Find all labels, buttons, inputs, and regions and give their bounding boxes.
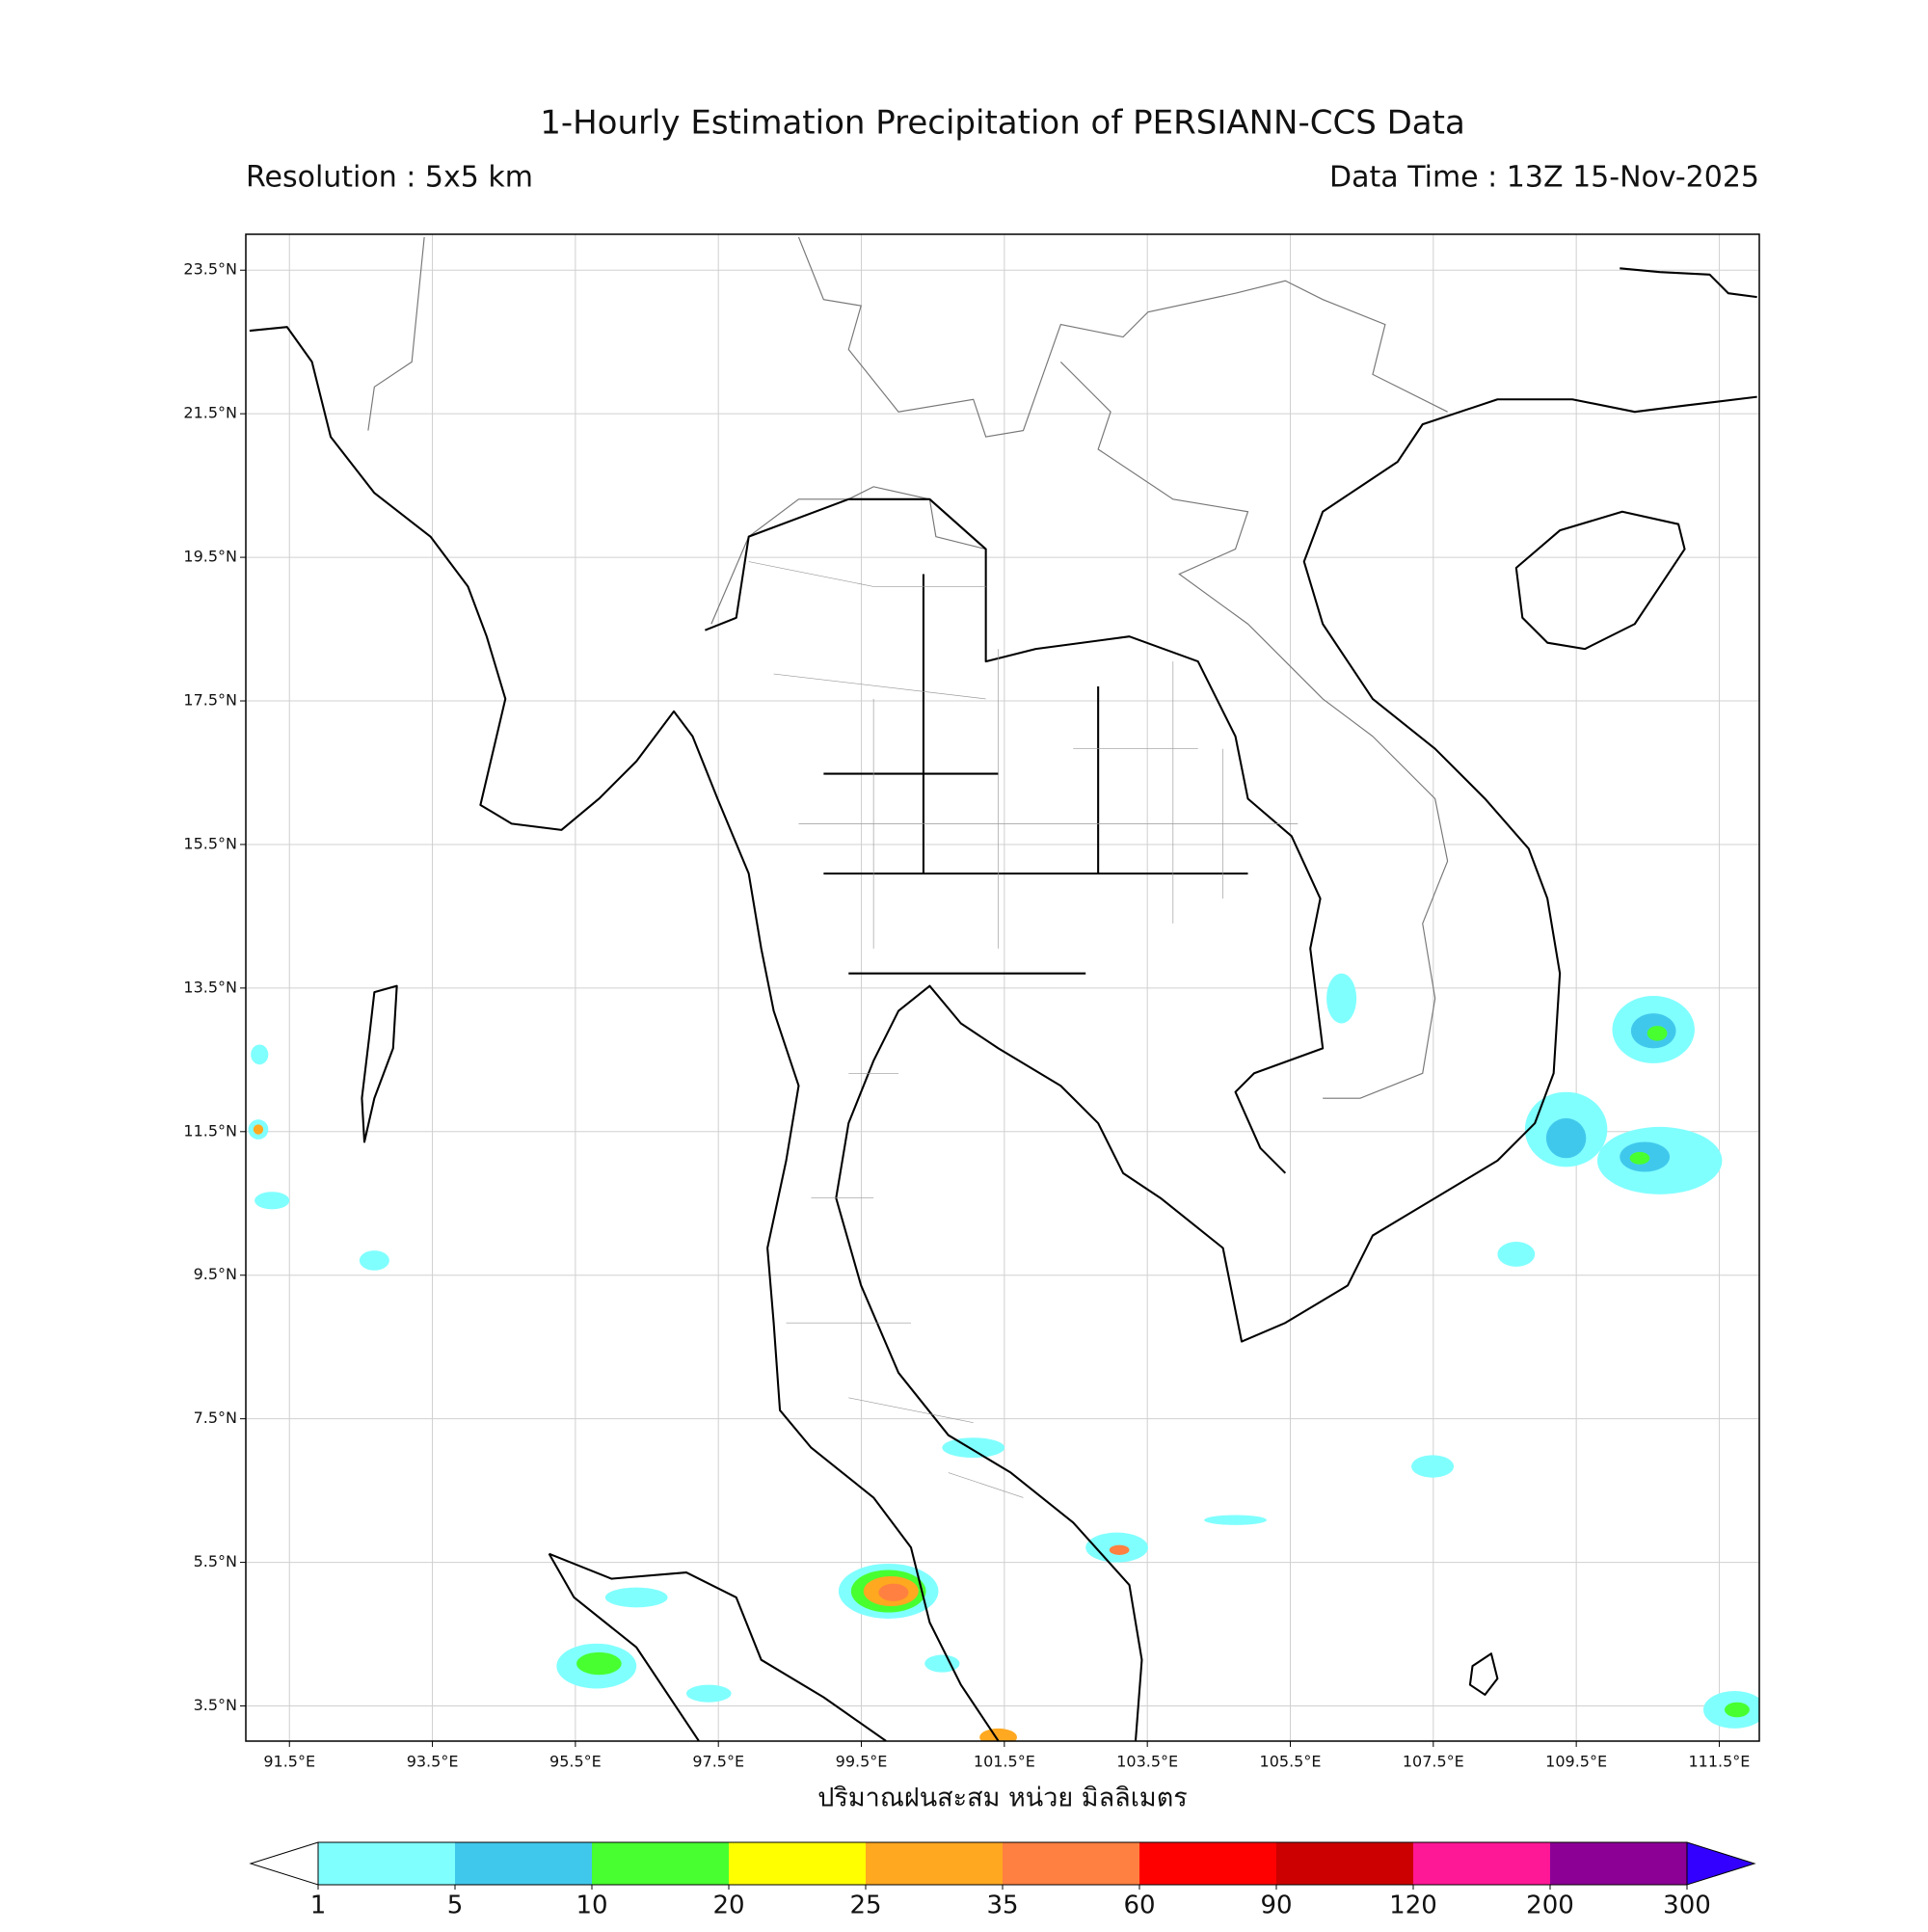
rain-area	[1326, 973, 1357, 1024]
rain-area	[251, 1044, 269, 1065]
map-layer	[248, 236, 1759, 1741]
x-tick-label: 107.5°E	[1403, 1753, 1464, 1771]
grid	[246, 234, 1759, 1741]
geography	[248, 236, 1759, 1741]
rain-area	[576, 1651, 622, 1676]
y-tick-label: 19.5°N	[183, 548, 237, 566]
colorbar-label: 200	[1526, 1892, 1574, 1920]
rain-areas	[248, 973, 1759, 1741]
rain-area	[253, 1124, 264, 1135]
rain-area	[1204, 1515, 1267, 1525]
colorbar-box	[318, 1842, 455, 1885]
data-time: Data Time : 13Z 15-Nov-2025	[1329, 161, 1759, 195]
thailand-border	[705, 497, 1325, 1174]
colorbar: 1 5 10 20 25 35 60 90 120 200 300	[249, 1841, 1756, 1920]
y-tick-label: 21.5°N	[183, 404, 237, 422]
x-tick-label: 99.5°E	[836, 1753, 888, 1771]
colorbar-box	[1139, 1842, 1276, 1885]
colorbar-label: 20	[712, 1892, 744, 1920]
rain-area	[604, 1587, 668, 1608]
rain-area	[1497, 1242, 1536, 1267]
y-tick-label: 15.5°N	[183, 834, 237, 852]
y-tick-label: 11.5°N	[183, 1121, 237, 1140]
colorbar-label: 25	[849, 1892, 881, 1920]
x-tick-label: 109.5°E	[1545, 1753, 1607, 1771]
rain-area	[924, 1654, 960, 1673]
colorbar-box	[866, 1842, 1003, 1885]
x-tick-label: 101.5°E	[974, 1753, 1035, 1771]
resolution: Resolution : 5x5 km	[246, 161, 533, 195]
y-tick-label: 3.5°N	[194, 1696, 237, 1714]
colorbar-box	[729, 1842, 866, 1885]
y-tick-label: 23.5°N	[183, 260, 237, 279]
colorbar-label: 300	[1663, 1892, 1711, 1920]
x-tick-label: 111.5°E	[1689, 1753, 1751, 1771]
x-tick-label: 105.5°E	[1260, 1753, 1322, 1771]
rain-area	[1411, 1455, 1455, 1478]
colorbar-label: 5	[447, 1892, 464, 1920]
island	[1468, 1652, 1499, 1696]
rain-area	[359, 1250, 389, 1271]
sumatra	[548, 1552, 887, 1741]
colorbar-label: 60	[1123, 1892, 1155, 1920]
coastline	[1620, 267, 1757, 299]
rain-area	[1724, 1702, 1750, 1718]
coastline	[249, 326, 1000, 1741]
colorbar-label: 1	[310, 1892, 327, 1920]
x-tick-label: 93.5°E	[407, 1753, 459, 1771]
coastline	[835, 395, 1757, 1741]
colorbar-box	[455, 1842, 592, 1885]
colorbar-box	[1550, 1842, 1687, 1885]
x-tick-label: 103.5°E	[1116, 1753, 1178, 1771]
rain-area	[979, 1728, 1018, 1741]
y-tick-label: 9.5°N	[194, 1265, 237, 1283]
colorbar-label: 90	[1260, 1892, 1292, 1920]
rain-area	[942, 1437, 1005, 1458]
y-tick-label: 13.5°N	[183, 978, 237, 996]
hainan	[1514, 510, 1686, 651]
rain-area	[685, 1684, 732, 1703]
x-axis-label: ปริมาณฝนสะสม หน่วย มิลลิเมตร	[817, 1784, 1188, 1813]
rain-area	[1647, 1026, 1668, 1041]
province-lines	[748, 561, 1299, 1498]
colorbar-under	[249, 1841, 319, 1886]
x-tick-label: 91.5°E	[263, 1753, 315, 1771]
colorbar-box	[592, 1842, 729, 1885]
x-tick-label: 95.5°E	[549, 1753, 602, 1771]
colorbar-label: 10	[576, 1892, 607, 1920]
rain-area	[878, 1583, 909, 1601]
y-tick-label: 5.5°N	[194, 1552, 237, 1570]
rain-area	[1629, 1151, 1650, 1165]
colorbar-box	[1413, 1842, 1550, 1885]
colorbar-over	[1686, 1841, 1756, 1886]
x-tick-label: 97.5°E	[692, 1753, 744, 1771]
y-tick-label: 17.5°N	[183, 691, 237, 710]
colorbar-box	[1276, 1842, 1413, 1885]
colorbar-label: 35	[986, 1892, 1018, 1920]
colorbar-box	[1003, 1842, 1139, 1885]
title: 1-Hourly Estimation Precipitation of PER…	[540, 104, 1465, 143]
rain-area	[1545, 1117, 1587, 1159]
y-tick-label: 7.5°N	[194, 1409, 237, 1427]
rain-area	[254, 1192, 290, 1210]
colorbar-label: 120	[1389, 1892, 1437, 1920]
border	[367, 236, 987, 650]
border	[797, 236, 1449, 1099]
rain-area	[1109, 1544, 1130, 1555]
island	[361, 984, 398, 1143]
